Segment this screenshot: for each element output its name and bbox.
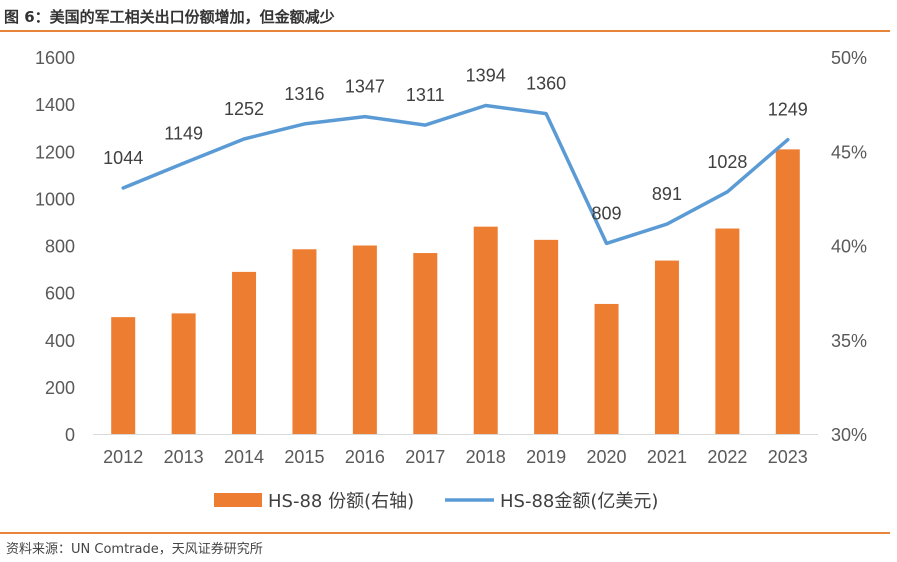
legend-label-line: HS-88金额(亿美元) [500,491,658,512]
line-data-label: 1044 [103,148,143,168]
left-axis-tick-label: 600 [45,284,75,304]
line-data-label: 1316 [284,84,324,104]
figure-title: 图 6：美国的军工相关出口份额增加，但金额减少 [4,8,335,26]
line-data-label: 1360 [526,74,566,94]
right-axis-tick-label: 45% [831,142,867,162]
bar-share-2014 [232,271,257,434]
top-rule [0,30,890,32]
line-data-label: 1394 [466,66,506,86]
x-axis-tick-label: 2014 [224,447,264,467]
line-data-label: 1347 [345,77,385,97]
x-axis-tick-label: 2015 [284,447,324,467]
right-axis-tick-label: 35% [831,331,867,351]
bar-share-2015 [292,249,317,434]
left-axis-tick-label: 800 [45,237,75,257]
source-note: 资料来源：UN Comtrade，天风证券研究所 [6,542,263,557]
left-axis-tick-label: 1400 [35,95,75,115]
x-axis-tick-label: 2018 [466,447,506,467]
bar-share-2023 [775,149,800,434]
combo-chart: 0 200 400 600 800 1000 1200 1400 1600 30% 35% 40% 45… [35,48,867,512]
x-axis-tick-label: 2021 [647,447,687,467]
right-axis-tick-label: 30% [831,425,867,445]
bar-share-2017 [413,253,438,434]
line-amount [121,103,790,246]
left-axis-tick-label: 200 [45,378,75,398]
legend-swatch-bar [214,493,262,507]
x-axis-tick-label: 2019 [526,447,566,467]
left-axis-tick-label: 1600 [35,48,75,68]
bar-share-2019 [534,239,559,434]
x-axis-tick-label: 2020 [587,447,627,467]
line-data-label: 1311 [406,85,445,105]
left-axis-tick-label: 1200 [35,142,75,162]
bar-share-2021 [654,260,679,434]
x-axis-tick-label: 2012 [103,447,143,467]
x-axis-tick-label: 2022 [707,447,747,467]
bottom-rule [0,532,890,534]
x-axis-tick-label: 2017 [405,447,445,467]
bar-share-2018 [473,226,498,434]
left-axis-tick-label: 0 [65,425,75,445]
right-axis-tick-label: 50% [831,48,867,68]
line-data-label: 891 [652,184,682,204]
bar-share-2012 [111,317,136,434]
line-data-label: 1252 [224,99,264,119]
left-axis-tick-label: 1000 [35,189,75,209]
line-data-label: 1249 [768,100,808,120]
x-axis-tick-label: 2013 [164,447,204,467]
legend-label-bar: HS-88 份额(右轴) [268,491,414,512]
left-axis-tick-label: 400 [45,331,75,351]
bar-share-2016 [352,245,377,434]
right-axis-tick-label: 40% [831,237,867,257]
bar-share-2013 [171,313,196,434]
x-axis-tick-label: 2023 [768,447,808,467]
x-axis-tick-label: 2016 [345,447,385,467]
line-data-label: 1149 [164,123,203,143]
bar-share-2020 [594,303,619,434]
line-data-label: 1028 [707,152,747,172]
line-data-label: 809 [592,203,622,223]
bar-share-2022 [715,228,740,434]
